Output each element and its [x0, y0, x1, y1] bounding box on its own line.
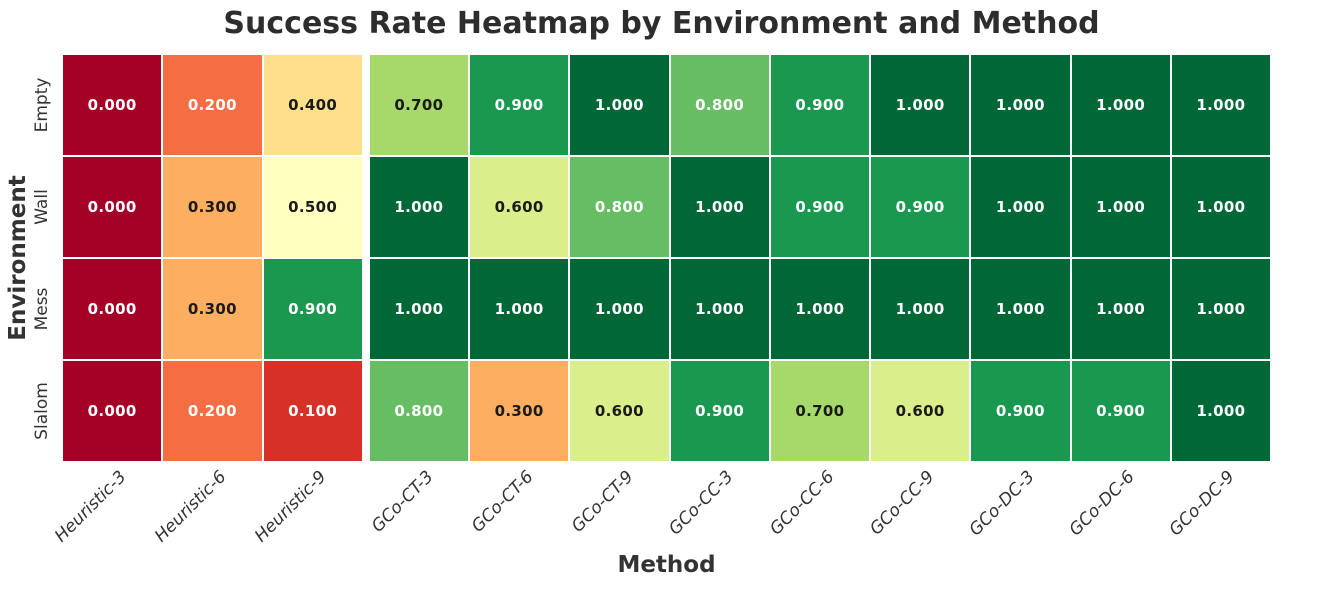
heatmap-cell-slalom-gco-dc-9: 1.000 [1171, 361, 1270, 461]
y-tick-label-slalom: Slalom [32, 382, 52, 440]
x-tick-label-gco-ct-3: GCo-CT-3 [367, 467, 438, 537]
heatmap-cell-slalom-gco-cc-3: 0.900 [670, 361, 769, 461]
heatmap-cell-empty-gco-cc-3: 0.800 [670, 55, 769, 155]
x-tick-label-gco-ct-6: GCo-CT-6 [467, 467, 538, 537]
heatmap-cell-empty-gco-cc-9: 1.000 [871, 55, 970, 155]
x-tick-label-gco-dc-6: GCo-DC-6 [1065, 467, 1139, 541]
heatmap-cell-empty-gco-ct-3: 0.700 [369, 55, 468, 155]
method-group-separator [363, 157, 368, 257]
heatmap-cell-wall-gco-ct-3: 1.000 [369, 157, 468, 257]
heatmap-cell-slalom-gco-cc-6: 0.700 [770, 361, 869, 461]
heatmap-cell-empty-heuristic-9: 0.400 [263, 55, 362, 155]
heatmap-cell-slalom-heuristic-9: 0.100 [263, 361, 362, 461]
heatmap-cell-slalom-gco-ct-3: 0.800 [369, 361, 468, 461]
heatmap-cell-wall-gco-ct-6: 0.600 [470, 157, 569, 257]
x-tick-label-heuristic-3: Heuristic-3 [50, 467, 131, 547]
heatmap-cell-mess-heuristic-6: 0.300 [163, 259, 262, 359]
heatmap-cell-wall-gco-cc-3: 1.000 [670, 157, 769, 257]
heatmap-cell-mess-gco-cc-6: 1.000 [770, 259, 869, 359]
heatmap-cell-slalom-gco-dc-6: 0.900 [1071, 361, 1170, 461]
heatmap-cell-empty-gco-ct-9: 1.000 [570, 55, 669, 155]
heatmap-cell-wall-gco-dc-6: 1.000 [1071, 157, 1170, 257]
method-group-separator [363, 55, 368, 155]
chart-title: Success Rate Heatmap by Environment and … [223, 6, 1100, 41]
x-tick-label-gco-dc-9: GCo-DC-9 [1165, 467, 1240, 541]
x-tick-label-heuristic-9: Heuristic-9 [251, 467, 331, 547]
x-tick-label-gco-ct-9: GCo-CT-9 [567, 467, 638, 537]
heatmap-cell-mess-gco-cc-3: 1.000 [670, 259, 769, 359]
heatmap-cell-slalom-gco-ct-9: 0.600 [570, 361, 669, 461]
method-group-separator [363, 361, 368, 461]
heatmap-cell-wall-gco-dc-3: 1.000 [971, 157, 1070, 257]
x-tick-label-gco-cc-6: GCo-CC-6 [765, 467, 839, 540]
x-tick-label-gco-dc-3: GCo-DC-3 [965, 467, 1039, 541]
heatmap-cell-mess-gco-dc-9: 1.000 [1171, 259, 1270, 359]
y-axis-title: Environment [5, 175, 31, 341]
heatmap-cell-mess-gco-dc-3: 1.000 [971, 259, 1070, 359]
x-tick-label-heuristic-6: Heuristic-6 [151, 467, 231, 547]
heatmap-cell-wall-heuristic-6: 0.300 [163, 157, 262, 257]
y-tick-label-wall: Wall [32, 189, 52, 225]
heatmap-cell-empty-gco-cc-6: 0.900 [770, 55, 869, 155]
method-group-separator [363, 259, 368, 359]
heatmap-grid: 0.000 0.200 0.400 0.700 0.900 1.000 0.800 0.900… [63, 55, 1270, 461]
heatmap-cell-wall-gco-ct-9: 0.800 [570, 157, 669, 257]
heatmap-cell-mess-gco-cc-9: 1.000 [871, 259, 970, 359]
heatmap-cell-slalom-heuristic-6: 0.200 [163, 361, 262, 461]
heatmap-cell-wall-heuristic-9: 0.500 [263, 157, 362, 257]
heatmap-cell-mess-gco-ct-3: 1.000 [369, 259, 468, 359]
heatmap-cell-wall-heuristic-3: 0.000 [63, 157, 162, 257]
heatmap-cell-slalom-gco-cc-9: 0.600 [871, 361, 970, 461]
heatmap-cell-mess-heuristic-3: 0.000 [63, 259, 162, 359]
x-tick-label-gco-cc-9: GCo-CC-9 [865, 467, 939, 540]
heatmap-cell-slalom-gco-dc-3: 0.900 [971, 361, 1070, 461]
heatmap-cell-mess-heuristic-9: 0.900 [263, 259, 362, 359]
heatmap-cell-wall-gco-dc-9: 1.000 [1171, 157, 1270, 257]
heatmap-cell-slalom-gco-ct-6: 0.300 [470, 361, 569, 461]
heatmap-cell-empty-gco-dc-3: 1.000 [971, 55, 1070, 155]
heatmap-cell-mess-gco-ct-9: 1.000 [570, 259, 669, 359]
y-tick-label-mess: Mess [32, 287, 52, 331]
heatmap-cell-mess-gco-ct-6: 1.000 [470, 259, 569, 359]
heatmap-cell-mess-gco-dc-6: 1.000 [1071, 259, 1170, 359]
x-tick-label-gco-cc-3: GCo-CC-3 [665, 467, 738, 540]
heatmap-cell-empty-gco-dc-6: 1.000 [1071, 55, 1170, 155]
heatmap-cell-wall-gco-cc-9: 0.900 [871, 157, 970, 257]
y-tick-label-empty: Empty [32, 77, 52, 133]
heatmap-cell-wall-gco-cc-6: 0.900 [770, 157, 869, 257]
heatmap-cell-slalom-heuristic-3: 0.000 [63, 361, 162, 461]
heatmap-cell-empty-gco-ct-6: 0.900 [470, 55, 569, 155]
heatmap-cell-empty-gco-dc-9: 1.000 [1171, 55, 1270, 155]
heatmap-cell-empty-heuristic-3: 0.000 [63, 55, 162, 155]
x-axis-title: Method [617, 552, 716, 578]
heatmap-cell-empty-heuristic-6: 0.200 [163, 55, 262, 155]
